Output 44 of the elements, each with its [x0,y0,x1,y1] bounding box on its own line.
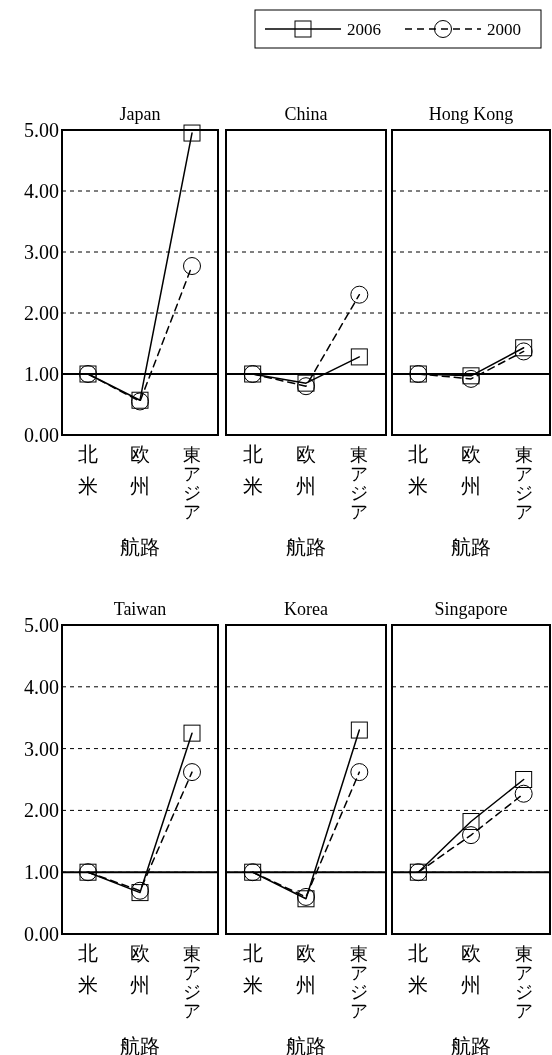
y-tick-label: 5.00 [24,614,59,636]
y-tick-label: 1.00 [24,363,59,385]
x-axis-title: 航路 [120,536,160,558]
x-tick-label: 東アジア [514,445,533,522]
x-tick-label: 欧州 [130,443,150,497]
y-tick-label: 4.00 [24,675,59,698]
x-axis-title: 航路 [286,1035,326,1055]
y-tick-label: 3.00 [24,241,59,263]
x-tick-label: 東アジア [183,445,201,522]
x-tick-label: 北米 [242,942,263,996]
x-tick-label: 欧州 [296,942,316,996]
legend-label: 2006 [347,20,381,39]
x-tick-label: 北米 [408,942,429,996]
x-tick-label: 東アジア [350,445,369,522]
y-tick-label: 2.00 [24,799,59,822]
y-tick-label: 1.00 [24,861,59,884]
y-tick-label: 2.00 [24,302,59,324]
x-tick-label: 欧州 [461,443,481,497]
chart-title: Singapore [434,599,508,619]
x-tick-label: 欧州 [296,443,316,497]
y-tick-label: 0.00 [24,424,59,446]
x-tick-label: 欧州 [461,942,481,996]
x-tick-label: 東アジア [350,944,369,1021]
y-tick-label: 5.00 [24,119,59,141]
chart-title: Korea [284,599,328,619]
x-tick-label: 東アジア [514,944,533,1021]
x-tick-label: 東アジア [183,944,201,1021]
x-tick-label: 北米 [408,443,429,497]
y-tick-label: 4.00 [24,180,59,202]
chart-title: Hong Kong [428,104,514,124]
x-tick-label: 欧州 [130,942,150,996]
x-tick-label: 北米 [78,942,98,996]
x-axis-title: 航路 [451,536,491,558]
y-tick-label: 3.00 [24,737,59,760]
legend-label: 2000 [487,20,521,39]
chart-title: China [284,104,328,124]
chart-title: Taiwan [113,599,167,619]
x-axis-title: 航路 [451,1035,491,1055]
x-axis-title: 航路 [286,536,326,558]
x-axis-title: 航路 [120,1035,160,1055]
chart-title: Japan [119,104,161,124]
y-tick-label: 0.00 [24,923,59,945]
x-tick-label: 北米 [242,443,263,497]
x-tick-label: 北米 [78,443,98,497]
